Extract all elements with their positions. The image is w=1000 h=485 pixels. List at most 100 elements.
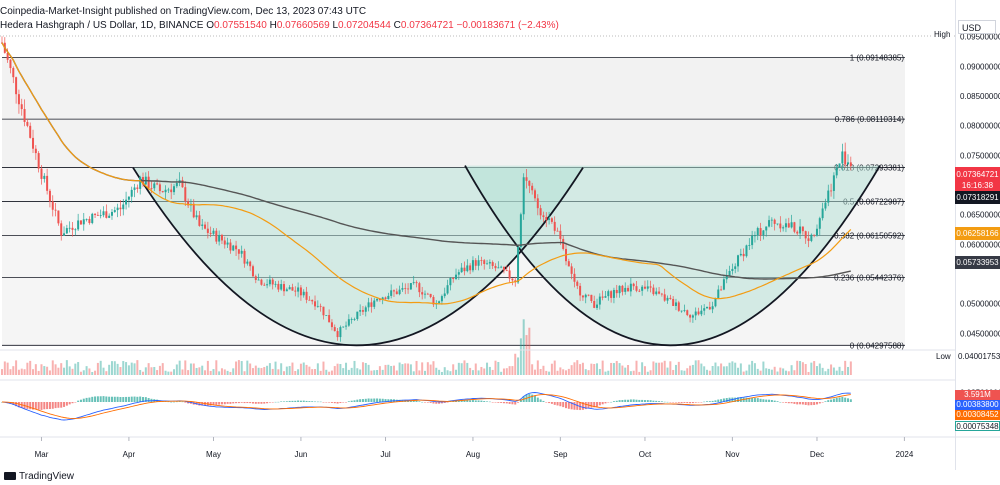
macd-histogram-bar: [700, 402, 703, 403]
volume-bar: [376, 370, 379, 375]
volume-bar: [782, 368, 785, 375]
candle-body: [793, 222, 796, 232]
candle-body: [48, 190, 51, 202]
macd-histogram-bar: [170, 401, 173, 403]
price-tick-label: 0.08000000: [960, 122, 1000, 131]
macd-histogram-bar: [514, 402, 517, 405]
macd-histogram-bar: [271, 402, 274, 403]
volume-bar: [706, 369, 708, 375]
volume-bar: [652, 361, 655, 375]
volume-bar: [110, 361, 113, 375]
candle-body: [220, 234, 223, 241]
price-tick-label: 0.09500000: [960, 33, 1000, 42]
candle-body: [94, 213, 97, 215]
time-tick-label: Aug: [466, 450, 480, 459]
current-price-tag: 0.07364721: [955, 167, 1000, 182]
macd-histogram-bar: [821, 402, 824, 403]
candle-body: [173, 186, 176, 193]
macd-histogram-bar: [832, 398, 835, 402]
open-label: O: [206, 20, 214, 31]
candle-body: [204, 224, 207, 229]
volume-bar: [790, 365, 793, 375]
macd-histogram-bar: [562, 402, 565, 408]
volume-bar: [550, 363, 553, 375]
candle-body: [125, 199, 128, 205]
candle-body: [576, 281, 579, 286]
volume-bar: [418, 370, 421, 375]
macd-histogram-bar: [142, 397, 144, 402]
candle-body: [700, 310, 703, 315]
currency-button[interactable]: USD: [958, 20, 996, 34]
volume-bar: [108, 364, 111, 375]
volume-bar: [223, 369, 226, 375]
candle-body: [497, 267, 500, 269]
macd-histogram-bar: [565, 402, 567, 409]
candle-body: [528, 180, 531, 186]
volume-bar: [494, 360, 497, 375]
candle-body: [223, 240, 226, 245]
macd-histogram-bar: [779, 401, 782, 403]
volume-bar: [666, 367, 669, 375]
candle-body: [776, 223, 779, 225]
volume-bar: [407, 363, 410, 375]
time-tick-label: Sep: [553, 450, 568, 459]
macd-histogram-bar: [339, 402, 342, 404]
symbol-name[interactable]: Hedera Hashgraph / US Dollar, 1D, BINANC…: [0, 20, 204, 31]
volume-bar: [113, 361, 116, 375]
volume-bar: [553, 360, 556, 375]
volume-bar: [711, 366, 714, 375]
macd-histogram-bar: [268, 402, 271, 403]
macd-histogram-bar: [635, 399, 638, 402]
volume-bar: [285, 366, 288, 375]
candle-body: [119, 207, 122, 210]
volume-bar: [847, 366, 849, 375]
volume-bar: [260, 368, 263, 375]
macd-histogram-bar: [799, 402, 802, 405]
macd-histogram-bar: [237, 402, 240, 404]
volume-bar: [356, 368, 359, 375]
candle-body: [610, 291, 613, 298]
candle-body: [412, 282, 415, 284]
macd-histogram-bar: [147, 398, 150, 402]
candle-body: [232, 245, 235, 251]
volume-bar: [697, 360, 700, 375]
macd-histogram-bar: [26, 402, 29, 409]
volume-bar: [424, 370, 426, 375]
time-tick-label: May: [206, 450, 221, 459]
candle-body: [158, 184, 161, 192]
volume-bar: [204, 370, 207, 375]
candle-body: [542, 215, 545, 218]
volume-bar: [350, 367, 353, 375]
candle-body: [57, 210, 60, 224]
macd-histogram-bar: [51, 402, 54, 409]
macd-histogram-bar: [32, 402, 35, 410]
volume-bar: [567, 368, 570, 375]
candle-body: [691, 315, 694, 318]
volume-bar: [314, 369, 317, 375]
macd-histogram-bar: [784, 402, 787, 403]
volume-bar: [15, 360, 18, 375]
volume-bar: [333, 366, 336, 375]
volume-bar: [793, 370, 796, 375]
volume-bar: [116, 363, 119, 375]
volume-bar: [153, 366, 156, 375]
candle-body: [63, 233, 66, 236]
volume-bar: [762, 361, 765, 375]
candle-body: [658, 291, 661, 294]
volume-bar: [680, 370, 683, 375]
candle-body: [443, 293, 446, 297]
macd-histogram-bar: [796, 402, 799, 405]
volume-bar: [669, 361, 672, 375]
time-tick-label: Oct: [639, 450, 652, 459]
volume-bar: [452, 364, 455, 375]
candle-body: [68, 227, 71, 229]
candle-body: [418, 283, 421, 293]
volume-bar: [517, 357, 520, 375]
macd-histogram-bar: [722, 398, 725, 402]
time-axis[interactable]: Mar Apr May Jun Jul Aug Sep Oct Nov Dec 2024: [35, 437, 914, 459]
volume-bar: [838, 366, 841, 375]
macd-histogram-bar: [184, 402, 187, 403]
volume-bar: [773, 366, 776, 375]
price-axis[interactable]: 0.09500000 0.09000000 0.08500000 0.08000000…: [960, 33, 1000, 398]
